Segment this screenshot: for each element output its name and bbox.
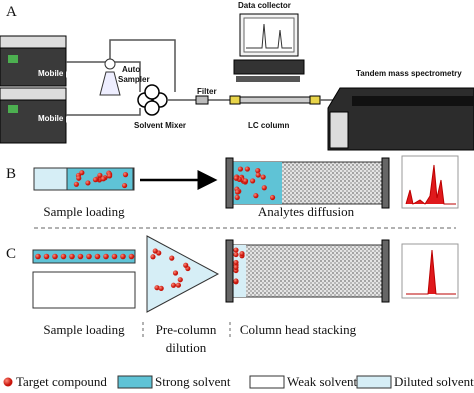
target-compound bbox=[152, 248, 158, 254]
step-label: dilution bbox=[166, 340, 207, 355]
panel-label: B bbox=[6, 166, 16, 182]
panel-label: C bbox=[6, 246, 16, 262]
legend-item: Strong solvent bbox=[155, 374, 231, 389]
step-label: Sample loading bbox=[43, 322, 125, 337]
weak-solvent bbox=[32, 271, 136, 309]
label-phase-b: Mobile phase B bbox=[38, 69, 97, 78]
legend-item: Weak solvent bbox=[287, 374, 357, 389]
target-compound bbox=[150, 254, 156, 260]
label-sampler: Sampler bbox=[118, 75, 150, 84]
target-compound bbox=[233, 175, 239, 181]
target-compound bbox=[128, 253, 135, 260]
target-compound bbox=[170, 282, 177, 288]
target-compound bbox=[60, 253, 67, 260]
dilution-triangle bbox=[146, 235, 220, 313]
target-compound bbox=[177, 277, 183, 283]
label-phase-a: Mobile phase A bbox=[38, 114, 97, 123]
target-compound bbox=[237, 166, 244, 172]
lc-column bbox=[239, 96, 311, 104]
target-compound bbox=[233, 264, 239, 271]
target-compound bbox=[121, 182, 128, 189]
target-compounds bbox=[73, 170, 129, 189]
panel-label: A bbox=[6, 4, 17, 20]
panel-b: B Sample loading Analytes diffusion bbox=[6, 155, 459, 219]
label-data-collector: Data collector bbox=[238, 1, 291, 10]
label-mixer: Solvent Mixer bbox=[134, 121, 186, 130]
target-compound bbox=[233, 259, 239, 266]
label-auto: Auto bbox=[122, 65, 140, 74]
auto-sampler bbox=[99, 71, 121, 96]
step-label: Pre-column bbox=[156, 322, 217, 337]
target-compound bbox=[255, 172, 261, 178]
label-column: LC column bbox=[248, 121, 289, 130]
filter bbox=[195, 95, 209, 105]
target-compound bbox=[94, 253, 101, 260]
target-compound bbox=[85, 180, 91, 186]
target-compounds bbox=[35, 253, 135, 260]
target-compound bbox=[77, 253, 84, 260]
target-compound bbox=[158, 285, 164, 291]
target-compound bbox=[169, 255, 175, 261]
target-compound bbox=[73, 181, 79, 187]
target-compound bbox=[233, 278, 239, 284]
target-compound bbox=[233, 251, 239, 258]
target-compound bbox=[172, 270, 179, 276]
target-compound bbox=[92, 177, 99, 183]
legend: Target compound Strong solvent Weak solv… bbox=[3, 374, 474, 389]
panel-c: C Sample loading Pre-column dilution Col… bbox=[6, 235, 459, 355]
target-compound bbox=[260, 174, 266, 180]
chromatogram-b bbox=[405, 164, 456, 205]
target-compound bbox=[234, 189, 241, 195]
label-ms: Tandem mass spectrometry bbox=[356, 69, 462, 78]
target-compound bbox=[255, 168, 261, 174]
label-filter: Filter bbox=[197, 87, 217, 96]
target-compound bbox=[122, 172, 129, 178]
target-compound bbox=[261, 185, 267, 191]
panel-a: A Mobile phase B Mobile phase A Auto Sam… bbox=[0, 1, 474, 151]
column-c bbox=[231, 244, 383, 298]
target-compound bbox=[242, 178, 249, 184]
target-compound bbox=[234, 194, 240, 201]
legend-item: Target compound bbox=[16, 374, 107, 389]
target-compound bbox=[79, 170, 85, 176]
target-compound bbox=[120, 253, 126, 260]
target-compound bbox=[233, 247, 239, 253]
target-compound bbox=[76, 175, 82, 181]
target-compound bbox=[107, 173, 113, 179]
target-compound bbox=[183, 262, 189, 268]
target-compound bbox=[244, 166, 250, 172]
target-compound bbox=[103, 253, 109, 260]
step-label: Sample loading bbox=[43, 204, 125, 219]
target-compound bbox=[250, 178, 256, 184]
target-compound bbox=[253, 193, 259, 199]
target-compounds bbox=[233, 247, 245, 285]
target-compound bbox=[239, 251, 245, 257]
target-compound bbox=[35, 253, 41, 260]
target-compound bbox=[86, 253, 92, 260]
step-label: Analytes diffusion bbox=[258, 204, 355, 219]
target-compound bbox=[43, 253, 50, 260]
target-compound bbox=[111, 253, 118, 260]
legend-item: Diluted solvent bbox=[394, 374, 474, 389]
chromatogram-c bbox=[406, 249, 456, 295]
step-label: Column head stacking bbox=[240, 322, 357, 337]
target-compound bbox=[154, 285, 160, 291]
solvent-mixer bbox=[137, 84, 168, 116]
target-compound bbox=[100, 176, 106, 182]
target-compound bbox=[175, 282, 182, 288]
target-compound bbox=[52, 253, 58, 260]
target-compound bbox=[69, 253, 75, 260]
target-compounds bbox=[150, 248, 191, 291]
target-compound bbox=[97, 172, 103, 178]
target-compounds bbox=[233, 166, 276, 201]
target-compound bbox=[269, 194, 276, 201]
